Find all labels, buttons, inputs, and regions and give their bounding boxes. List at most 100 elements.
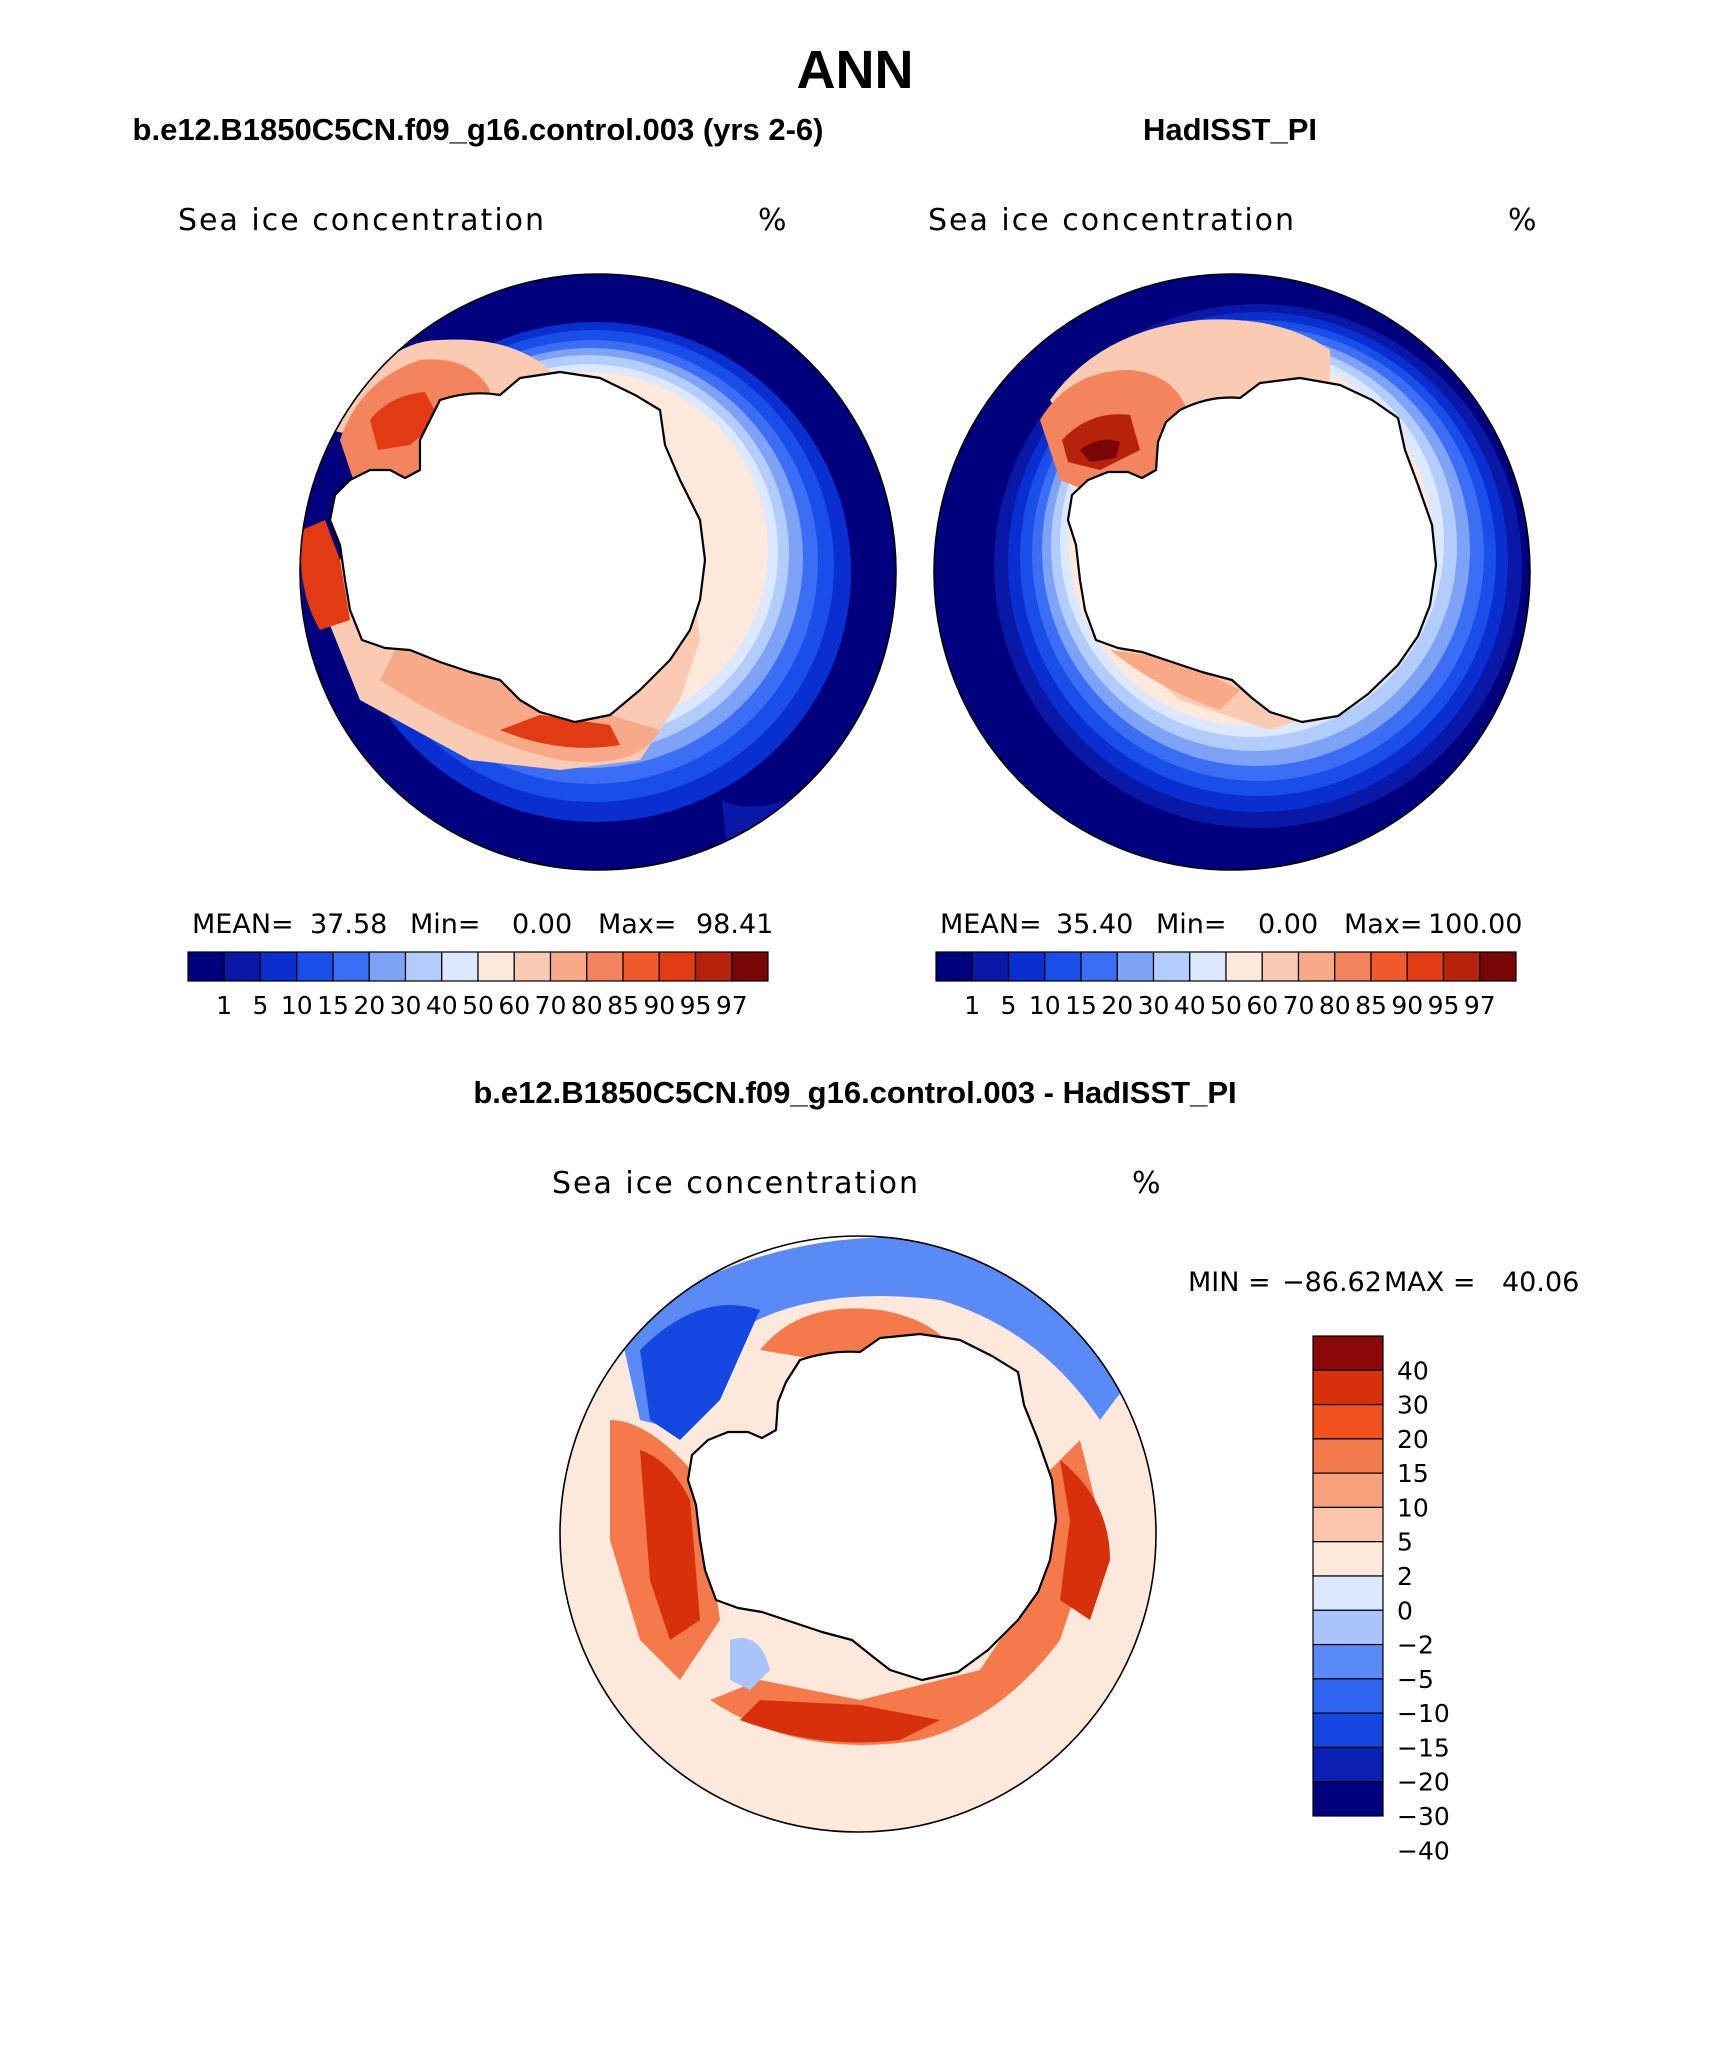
colorbar-box [1312, 1712, 1384, 1749]
colorbar-box [441, 951, 479, 982]
diff-min-label: MIN = [1188, 1267, 1271, 1298]
colorbar-box [1044, 951, 1082, 982]
colorbar-tick-label: 95 [1428, 991, 1460, 1020]
colorbar-box [971, 951, 1010, 982]
colorbar-box [731, 951, 769, 982]
colorbar-tick-label: 15 [317, 991, 349, 1020]
colorbar-tick-label: −20 [1397, 1768, 1450, 1797]
colorbar-tick-label: 15 [1065, 991, 1097, 1020]
colorbar-tick-label: 5 [1397, 1528, 1413, 1557]
colorbar-tick-label: 40 [426, 991, 458, 1020]
colorbar-box [296, 951, 334, 982]
model-bellingshausen [300, 520, 350, 630]
colorbar-tick-label: 10 [281, 991, 313, 1020]
colorbar-box [1312, 1438, 1384, 1474]
colorbar-box [187, 951, 225, 982]
colorbar-tick-label: 85 [607, 991, 639, 1020]
diff-min-value: −86.62 [1282, 1267, 1382, 1298]
colorbar-box [1312, 1335, 1384, 1371]
colorbar-tick-label: 20 [353, 991, 385, 1020]
model-min-label: Min= [410, 909, 481, 940]
colorbar-tick-label: 5 [253, 991, 269, 1020]
colorbar-box [1312, 1369, 1384, 1406]
model-mean-value: 37.58 [310, 909, 387, 940]
colorbar-tick-label: 90 [643, 991, 675, 1020]
colorbar-tick-label: 70 [1283, 991, 1315, 1020]
colorbar-box [1225, 951, 1263, 982]
panel-obs-stats: MEAN= 35.40 Min= 0.00 Max= 100.00 [940, 909, 1522, 940]
colorbar-box [1312, 1541, 1384, 1577]
colorbar-box [1080, 951, 1118, 982]
map-obs [933, 273, 1531, 871]
panel-diff-stats: MIN = −86.62 MAX = 40.06 [1188, 1267, 1579, 1298]
colorbar-tick-label: −5 [1397, 1665, 1434, 1694]
obs-min-label: Min= [1156, 909, 1227, 940]
colorbar-tick-label: 20 [1101, 991, 1133, 1020]
colorbar-tick-label: 80 [1319, 991, 1351, 1020]
map-diff [559, 1235, 1157, 1833]
colorbar-tick-label: 50 [1210, 991, 1242, 1020]
diff-max-label: MAX = [1384, 1267, 1475, 1298]
colorbar-box [259, 951, 298, 982]
colorbar-box [549, 951, 588, 982]
colorbar-tick-label: 10 [1029, 991, 1061, 1020]
colorbar-tick-label: 20 [1397, 1425, 1429, 1454]
colorbar-tick-label: 1 [216, 991, 232, 1020]
colorbar-box [694, 951, 733, 982]
colorbar-box [1261, 951, 1300, 982]
diff-positive-west-core [640, 1450, 700, 1640]
colorbar-tick-label: −2 [1397, 1631, 1434, 1660]
colorbar-tick-label: 40 [1174, 991, 1206, 1020]
diff-antarctica [686, 1332, 1058, 1682]
colorbar-box [223, 951, 262, 982]
colorbar-tick-label: 70 [535, 991, 567, 1020]
colorbar-tick-label: 40 [1397, 1356, 1429, 1385]
obs-mean-label: MEAN= [940, 909, 1042, 940]
panel-diff-variable-label: Sea ice concentration [552, 1166, 920, 1201]
panel-model-case-title: b.e12.B1850C5CN.f09_g16.control.003 (yrs… [133, 112, 824, 147]
colorbar-box [332, 951, 370, 982]
model-min-value: 0.00 [512, 909, 572, 940]
model-mean-label: MEAN= [192, 909, 294, 940]
colorbar-tick-label: 15 [1397, 1459, 1429, 1488]
colorbar-box [1312, 1609, 1384, 1646]
colorbar-box [368, 951, 407, 982]
colorbar-tick-label: 5 [1001, 991, 1017, 1020]
colorbar-box [1312, 1643, 1384, 1680]
panel-obs-variable-label: Sea ice concentration [928, 203, 1296, 238]
colorbar-tick-label: 60 [1246, 991, 1278, 1020]
colorbar-tick-label: −10 [1397, 1699, 1450, 1728]
colorbar-tick-label: −30 [1397, 1802, 1450, 1831]
obs-ross-ice [1110, 650, 1240, 710]
panel-diff-units-label: % [1132, 1166, 1161, 1201]
obs-min-value: 0.00 [1258, 909, 1318, 940]
colorbar-box [1442, 951, 1481, 982]
colorbar-box [1189, 951, 1227, 982]
diff-max-value: 40.06 [1502, 1267, 1579, 1298]
colorbar-tick-label: 2 [1397, 1562, 1413, 1591]
diff-positive-ross-core [740, 1700, 940, 1743]
panel-diff-case-title: b.e12.B1850C5CN.f09_g16.control.003 - Ha… [473, 1075, 1236, 1110]
colorbar-tick-label: 30 [390, 991, 422, 1020]
colorbar-box [1312, 1575, 1384, 1611]
panel-model-variable-label: Sea ice concentration [178, 203, 546, 238]
obs-weddell-max [1080, 439, 1120, 462]
colorbar-tick-label: 60 [498, 991, 530, 1020]
panel-obs-units-label: % [1508, 203, 1537, 238]
colorbar-tick-label: 85 [1355, 991, 1387, 1020]
model-max-value: 98.41 [696, 909, 773, 940]
colorbar-box [513, 951, 552, 982]
obs-max-value: 100.00 [1428, 909, 1522, 940]
diff-negative-core [640, 1305, 760, 1440]
obs-antarctica [1066, 376, 1438, 724]
colorbar-box [658, 951, 697, 982]
colorbar-model: 1 5 10 15 20 30 40 50 60 70 80 85 90 95 97 [187, 951, 769, 1020]
panel-obs-case-title: HadISST_PI [1143, 112, 1317, 147]
colorbar-tick-label: 10 [1397, 1493, 1429, 1522]
diff-negative-pocket [730, 1638, 770, 1690]
colorbar-box [1297, 951, 1336, 982]
colorbar-box [477, 951, 515, 982]
colorbar-box [1312, 1403, 1384, 1440]
colorbar-box [622, 951, 660, 982]
